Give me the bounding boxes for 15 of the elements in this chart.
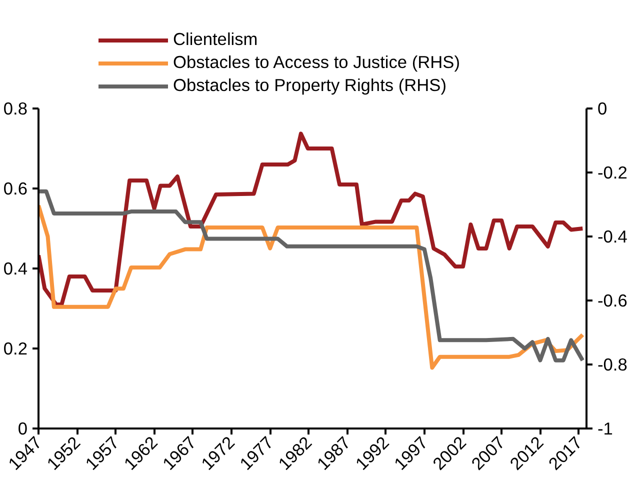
y2-tick-label: 0 <box>598 98 608 118</box>
y2-tick-label: -1 <box>598 418 613 438</box>
y2-tick-label: -0.2 <box>598 162 628 182</box>
y2-tick-label: -0.8 <box>598 354 628 374</box>
legend-label: Obstacles to Property Rights (RHS) <box>173 75 446 96</box>
line-series <box>38 132 585 306</box>
y-tick-label: 0.2 <box>3 338 28 358</box>
y-tick-label: 0.4 <box>3 258 28 278</box>
y-tick-label: 0.8 <box>3 98 28 118</box>
y-tick-label: 0.6 <box>3 178 28 198</box>
y2-tick-label: -0.4 <box>598 226 628 246</box>
legend-label: Obstacles to Access to Justice (RHS) <box>173 52 460 73</box>
legend-label: Clientelism <box>173 29 258 50</box>
y-tick-label: 0 <box>18 418 28 438</box>
y2-tick-label: -0.6 <box>598 290 628 310</box>
